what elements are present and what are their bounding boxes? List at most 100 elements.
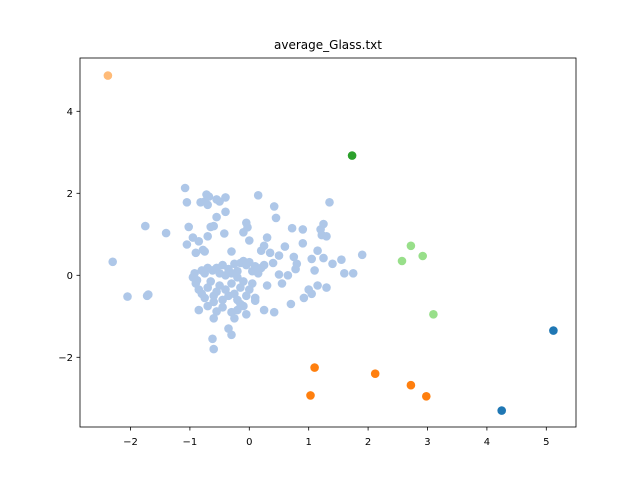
data-point: [298, 239, 308, 248]
data-point: [161, 228, 171, 238]
data-point: [289, 252, 299, 262]
data-point: [418, 251, 428, 261]
data-point: [192, 275, 202, 285]
data-point: [203, 301, 212, 311]
data-point: [319, 219, 328, 229]
data-point: [286, 299, 296, 309]
data-point: [262, 233, 272, 242]
x-tick-label: 4: [484, 437, 490, 448]
x-tick-label: −1: [183, 437, 198, 448]
data-point: [268, 258, 278, 268]
data-point: [209, 314, 218, 323]
y-tick-label: 4: [67, 107, 73, 118]
data-point: [208, 334, 217, 344]
data-point: [239, 277, 248, 286]
data-point: [242, 310, 251, 319]
data-point: [397, 256, 407, 266]
data-point: [283, 271, 293, 280]
data-point: [204, 192, 214, 201]
data-point: [209, 221, 218, 231]
data-point: [340, 269, 349, 278]
data-point: [307, 254, 317, 264]
data-point: [406, 241, 416, 251]
data-point: [206, 277, 215, 286]
x-axis: −2 −1 0 1 2 3 4 5: [123, 427, 549, 448]
data-point: [265, 248, 275, 258]
y-tick-label: 0: [67, 271, 73, 282]
data-point: [200, 293, 209, 303]
x-tick-label: −2: [123, 437, 138, 448]
data-point: [103, 71, 113, 80]
data-point: [253, 191, 263, 200]
plot-frame: [79, 57, 577, 428]
data-point: [194, 237, 204, 246]
data-point: [221, 271, 230, 280]
data-point: [259, 305, 269, 315]
data-point: [141, 221, 150, 231]
data-point: [230, 314, 239, 323]
y-axis: −2 0 2 4: [58, 107, 80, 364]
x-tick-label: 3: [424, 437, 430, 448]
data-point: [549, 326, 558, 335]
data-point: [313, 246, 322, 255]
data-point: [319, 253, 328, 263]
data-point: [274, 270, 284, 279]
data-point: [236, 299, 245, 309]
data-point: [271, 213, 281, 223]
data-point: [245, 236, 254, 245]
data-point: [307, 289, 317, 299]
data-point: [298, 225, 308, 234]
data-point: [212, 212, 221, 222]
data-point: [200, 247, 209, 256]
data-point: [406, 380, 416, 390]
data-point: [256, 246, 266, 255]
data-point: [277, 279, 287, 288]
data-point: [280, 242, 290, 251]
data-point: [325, 198, 334, 207]
data-point: [370, 369, 380, 379]
data-point: [313, 281, 322, 290]
data-point: [142, 291, 152, 301]
y-tick-label: 2: [67, 189, 73, 200]
data-point: [497, 406, 507, 415]
data-point: [227, 279, 236, 288]
data-point: [328, 259, 337, 269]
x-tick-label: 0: [246, 437, 252, 448]
data-point: [221, 207, 230, 217]
data-point: [429, 310, 438, 319]
data-point: [203, 232, 212, 241]
data-point: [306, 391, 315, 400]
data-point: [337, 255, 346, 264]
data-point: [221, 193, 230, 202]
data-point: [287, 223, 297, 233]
points-layer: [103, 71, 558, 415]
data-point: [209, 344, 218, 354]
x-tick-label: 2: [365, 437, 371, 448]
data-point: [310, 266, 319, 275]
data-point: [291, 264, 300, 274]
y-tick-label: −2: [58, 353, 73, 364]
data-point: [322, 232, 331, 241]
data-point: [250, 296, 260, 306]
data-point: [212, 307, 221, 316]
data-point: [422, 392, 431, 401]
x-tick-label: 5: [543, 437, 549, 448]
data-point: [347, 151, 357, 160]
data-point: [227, 247, 236, 256]
data-point: [243, 223, 252, 232]
data-point: [310, 363, 319, 372]
data-point: [233, 266, 242, 276]
data-point: [299, 293, 309, 303]
data-point: [274, 251, 284, 260]
data-point: [190, 269, 199, 278]
data-point: [108, 257, 117, 267]
data-point: [322, 283, 331, 292]
data-point: [182, 240, 192, 249]
data-point: [357, 250, 367, 260]
data-point: [262, 281, 272, 290]
data-point: [248, 279, 257, 288]
data-point: [182, 198, 192, 207]
